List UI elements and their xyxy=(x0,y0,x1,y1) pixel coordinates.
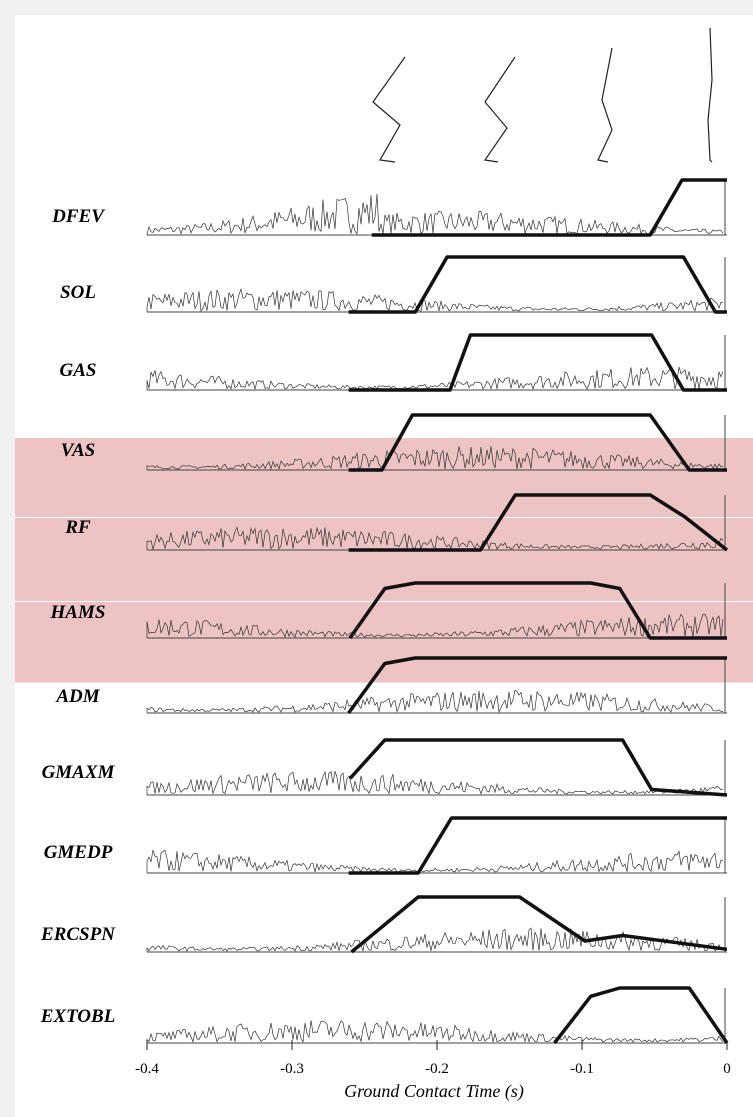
x-tick-label: -0.3 xyxy=(280,1061,304,1077)
chart: DFEV SOL GAS VAS RF HAMS ADM GMAXM GMEDP ERCSPN EX… xyxy=(0,0,753,1117)
highlight-band xyxy=(15,438,753,517)
x-axis-label: Ground Contact Time (s) xyxy=(344,1081,524,1102)
muscle-label: SOL xyxy=(60,282,96,303)
highlight-band xyxy=(15,602,753,683)
muscle-label: RF xyxy=(64,517,91,538)
muscle-label: ADM xyxy=(55,686,100,707)
x-tick-label: -0.1 xyxy=(570,1061,594,1077)
muscle-label: GAS xyxy=(60,360,97,381)
muscle-label: ERCSPN xyxy=(40,924,116,945)
muscle-label: DFEV xyxy=(51,206,105,227)
muscle-label: GMAXM xyxy=(42,762,116,783)
muscle-label: VAS xyxy=(61,440,96,461)
x-tick-label: -0.2 xyxy=(425,1061,449,1077)
muscle-label: EXTOBL xyxy=(40,1006,116,1027)
figure: DFEV SOL GAS VAS RF HAMS ADM GMAXM GMEDP ERCSPN EX… xyxy=(0,0,753,1117)
x-tick-label: -0.4 xyxy=(135,1061,159,1077)
x-tick-label: 0 xyxy=(723,1061,731,1077)
muscle-label: HAMS xyxy=(50,602,106,623)
muscle-label: GMEDP xyxy=(44,842,113,863)
